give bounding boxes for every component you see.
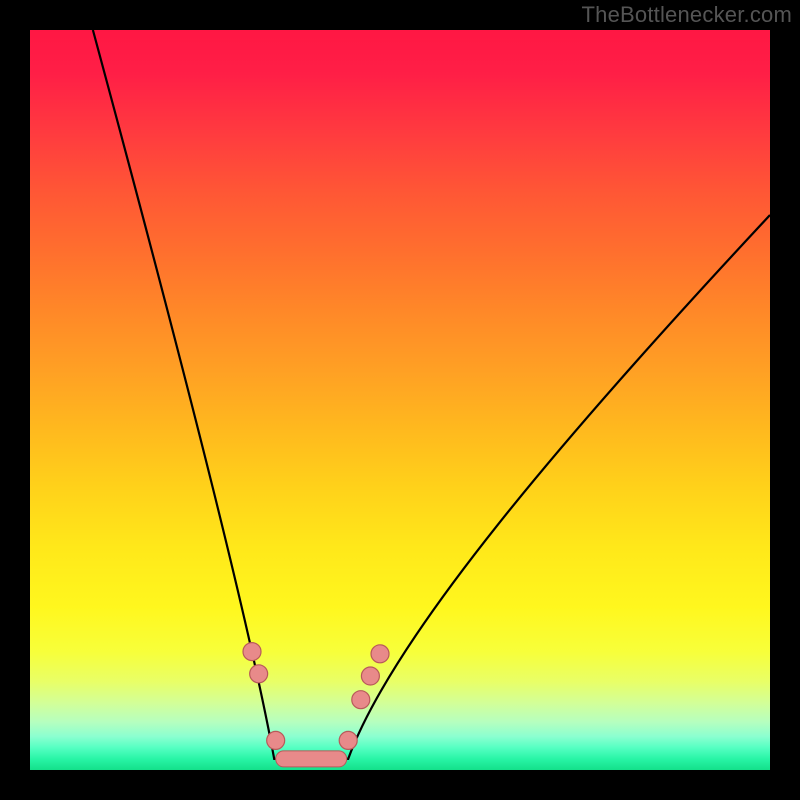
bottleneck-curve xyxy=(93,30,770,759)
data-dot xyxy=(361,667,379,685)
data-dot xyxy=(243,643,261,661)
plot-area xyxy=(30,30,770,770)
data-dot xyxy=(339,731,357,749)
data-dot xyxy=(267,731,285,749)
data-dot xyxy=(250,665,268,683)
chart-root: TheBottlenecker.com xyxy=(0,0,800,800)
watermark-text: TheBottlenecker.com xyxy=(582,2,792,28)
curve-layer xyxy=(30,30,770,770)
data-dot xyxy=(371,645,389,663)
data-dot xyxy=(352,691,370,709)
trough-bar xyxy=(276,751,347,767)
